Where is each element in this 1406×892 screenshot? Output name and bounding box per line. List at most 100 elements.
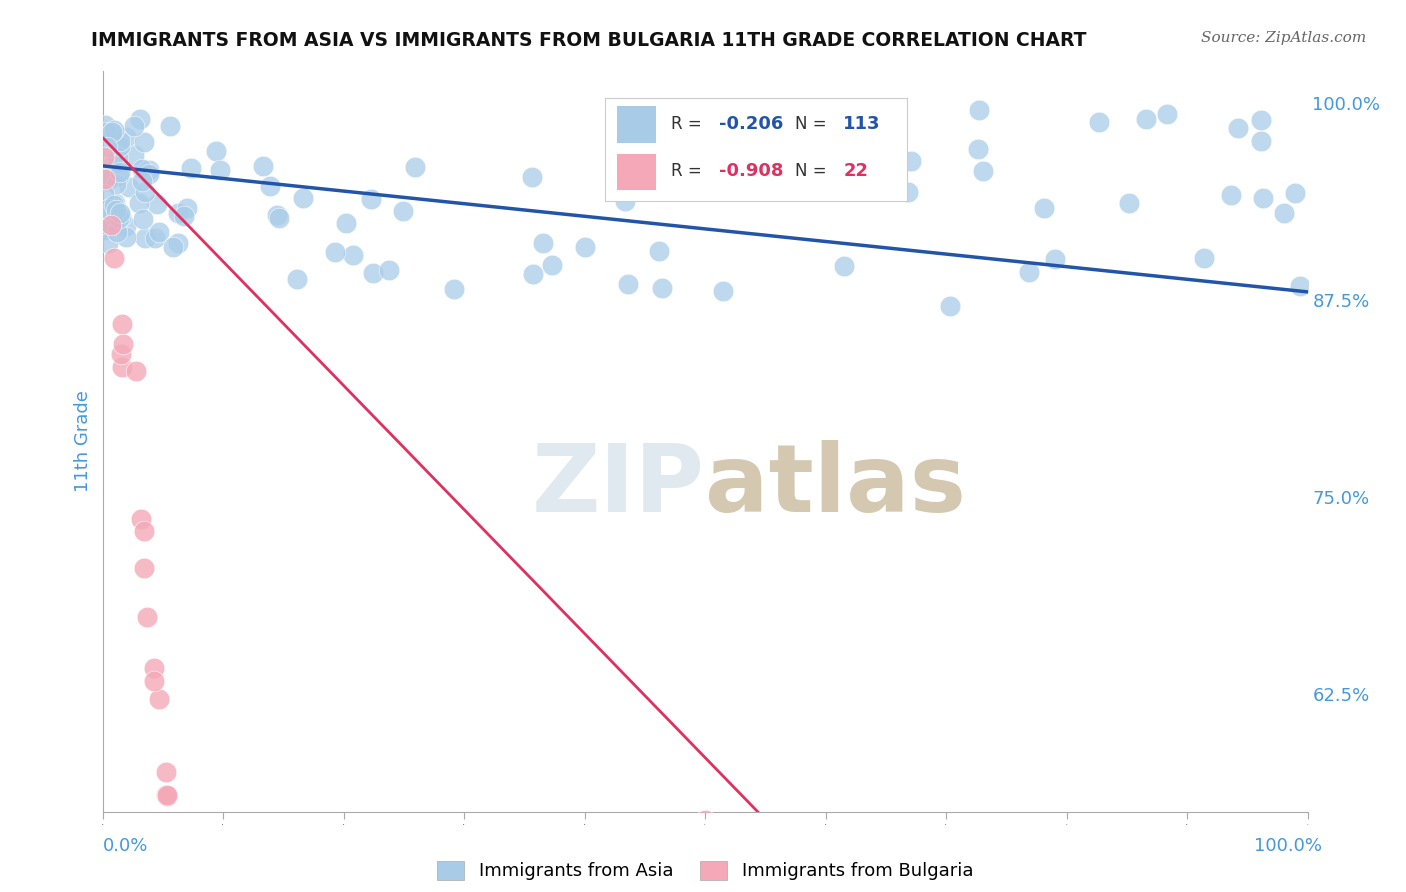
Point — [900, 154, 922, 169]
Text: ZIP: ZIP — [533, 440, 706, 532]
Point — [111, 359, 134, 374]
Point — [108, 211, 131, 225]
Point — [360, 193, 382, 207]
Point — [148, 692, 170, 706]
Point — [101, 157, 124, 171]
Point — [138, 163, 160, 178]
Point — [291, 190, 314, 204]
Point — [138, 167, 160, 181]
Point — [167, 205, 190, 219]
Point — [155, 765, 177, 780]
Point — [404, 160, 426, 174]
Text: 0.0%: 0.0% — [103, 837, 148, 855]
Point — [1135, 112, 1157, 127]
Point — [122, 148, 145, 162]
Point — [1250, 112, 1272, 127]
Point — [93, 186, 115, 201]
Point — [97, 236, 120, 251]
Point — [97, 202, 120, 217]
Point — [648, 244, 671, 258]
Point — [103, 123, 125, 137]
Point — [115, 219, 138, 234]
Point — [146, 197, 169, 211]
Point — [1226, 120, 1249, 135]
Point — [135, 610, 157, 624]
Point — [831, 182, 853, 196]
Point — [377, 262, 399, 277]
Text: Source: ZipAtlas.com: Source: ZipAtlas.com — [1201, 31, 1367, 45]
FancyBboxPatch shape — [617, 106, 657, 144]
Point — [132, 524, 155, 538]
Point — [323, 245, 346, 260]
Point — [1043, 252, 1066, 266]
Point — [1194, 252, 1216, 266]
Point — [122, 119, 145, 133]
Point — [614, 194, 637, 209]
Point — [169, 883, 191, 892]
Point — [897, 186, 920, 200]
Point — [115, 230, 138, 244]
Point — [713, 285, 735, 299]
Point — [94, 174, 117, 188]
Point — [205, 144, 228, 158]
Text: R =: R = — [671, 115, 707, 133]
Point — [335, 216, 357, 230]
Point — [105, 203, 128, 218]
Point — [103, 128, 125, 143]
Point — [173, 209, 195, 223]
Point — [391, 203, 413, 218]
Point — [1284, 186, 1306, 200]
Point — [128, 195, 150, 210]
Point — [94, 125, 117, 139]
Point — [834, 259, 856, 273]
Text: IMMIGRANTS FROM ASIA VS IMMIGRANTS FROM BULGARIA 11TH GRADE CORRELATION CHART: IMMIGRANTS FROM ASIA VS IMMIGRANTS FROM … — [91, 31, 1087, 50]
Point — [786, 158, 808, 172]
Point — [100, 218, 122, 232]
Point — [93, 223, 115, 237]
Point — [101, 202, 124, 217]
Point — [101, 125, 124, 139]
Point — [134, 231, 156, 245]
Point — [111, 336, 134, 351]
Text: 113: 113 — [844, 115, 882, 133]
Point — [342, 247, 364, 261]
Point — [155, 788, 177, 802]
Point — [155, 789, 177, 804]
Text: -0.206: -0.206 — [720, 115, 783, 133]
Point — [94, 172, 117, 186]
Point — [1018, 265, 1040, 279]
Point — [131, 161, 153, 176]
Point — [939, 299, 962, 313]
Point — [125, 364, 148, 378]
Point — [110, 347, 132, 361]
Text: N =: N = — [794, 115, 832, 133]
Point — [1087, 115, 1109, 129]
Point — [1250, 134, 1272, 148]
Point — [103, 196, 125, 211]
Text: N =: N = — [794, 162, 832, 180]
Point — [967, 142, 990, 156]
Point — [695, 813, 717, 827]
Point — [132, 135, 155, 149]
Point — [574, 240, 596, 254]
Point — [131, 512, 153, 526]
Point — [162, 240, 184, 254]
Text: 100.0%: 100.0% — [1254, 837, 1322, 855]
Point — [105, 225, 128, 239]
Point — [520, 169, 543, 184]
Point — [1118, 196, 1140, 211]
Point — [108, 206, 131, 220]
Y-axis label: 11th Grade: 11th Grade — [73, 391, 91, 492]
Point — [541, 258, 564, 272]
Point — [866, 127, 889, 141]
Point — [252, 159, 274, 173]
Point — [132, 212, 155, 227]
FancyBboxPatch shape — [617, 153, 657, 190]
Point — [93, 150, 115, 164]
Point — [103, 251, 125, 265]
Point — [105, 177, 128, 191]
Point — [131, 174, 153, 188]
Point — [156, 788, 179, 802]
Text: 22: 22 — [844, 162, 869, 180]
Point — [103, 198, 125, 212]
